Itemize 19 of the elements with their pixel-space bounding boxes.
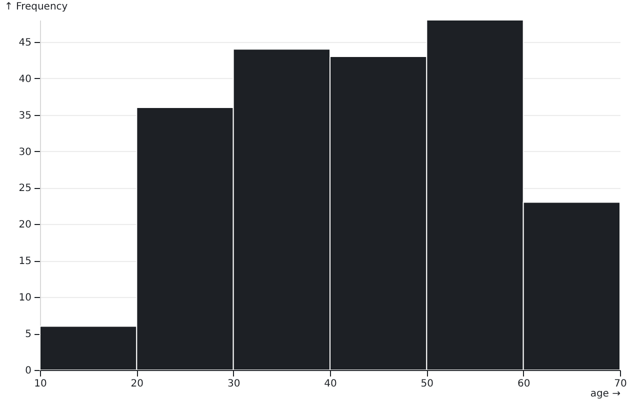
y-tick-label: 10	[18, 292, 32, 304]
y-tick-label: 45	[18, 37, 32, 48]
x-tick-label: 60	[517, 378, 530, 390]
y-tick-label: 40	[18, 74, 32, 85]
y-tick-label: 25	[18, 183, 32, 194]
x-tick-label: 20	[130, 378, 144, 390]
y-tick-label: 5	[25, 329, 32, 340]
x-tick-label: 70	[614, 378, 627, 390]
x-tick-label: 50	[420, 378, 434, 390]
y-tick-label: 35	[18, 110, 32, 122]
y-axis-title: ↑ Frequency	[4, 2, 68, 12]
y-tick-label: 15	[18, 256, 32, 268]
y-tick-label: 20	[18, 220, 32, 231]
x-tick-label: 30	[227, 378, 240, 390]
y-tick-label: 30	[18, 146, 32, 158]
x-tick-label: 10	[34, 378, 47, 390]
x-tick-label: 40	[324, 378, 337, 390]
x-axis-title: age →	[590, 388, 620, 400]
y-tick-label: 0	[25, 366, 32, 376]
